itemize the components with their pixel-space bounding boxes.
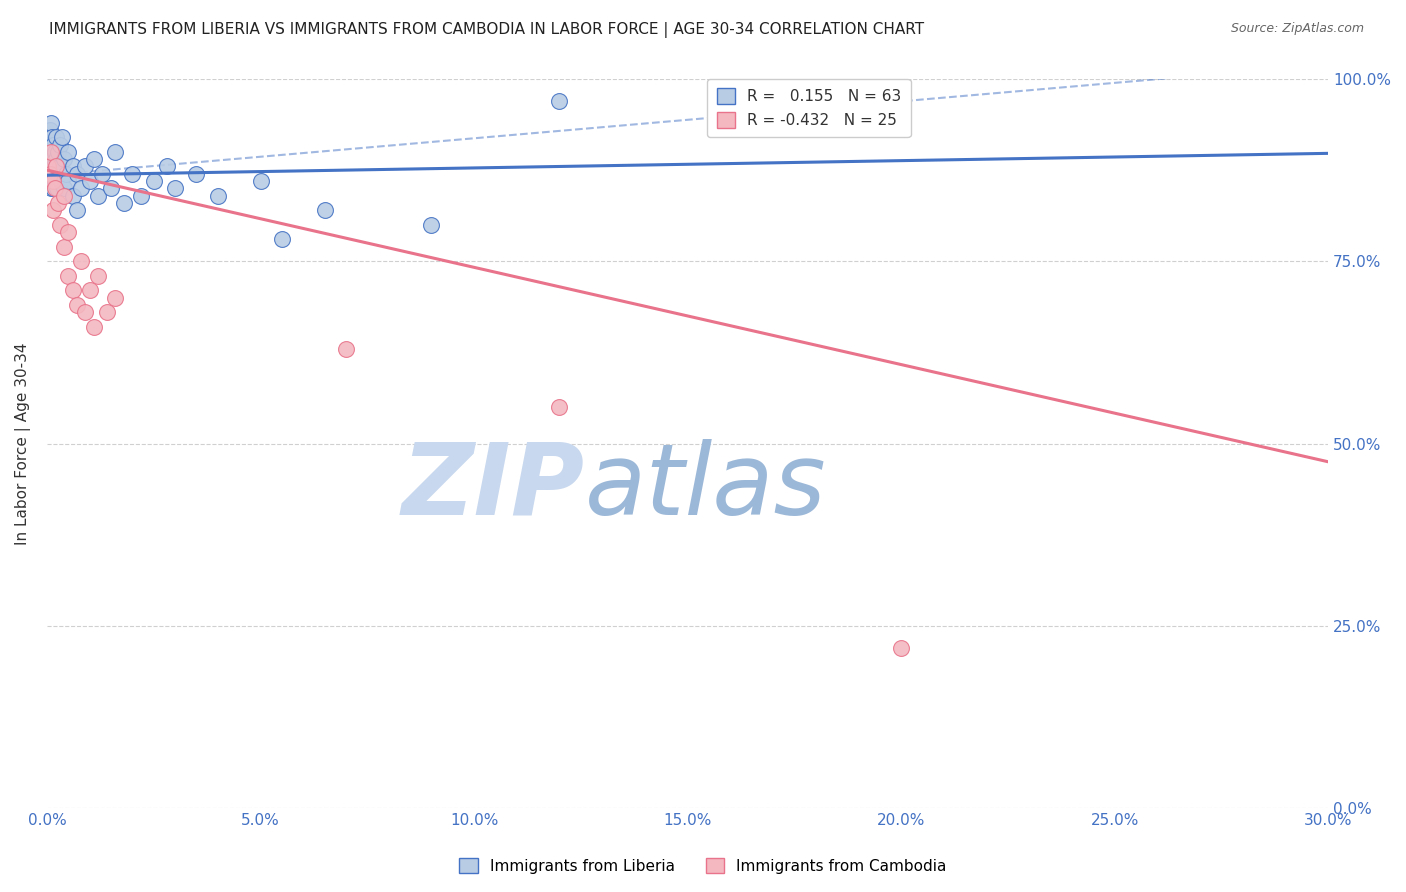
Point	[58, 225, 80, 239]
Text: atlas: atlas	[585, 439, 827, 536]
Point	[83, 152, 105, 166]
Point	[44, 130, 66, 145]
Point	[207, 188, 229, 202]
Point	[58, 174, 80, 188]
Point	[39, 116, 62, 130]
Point	[38, 137, 60, 152]
Point	[49, 218, 72, 232]
Point	[44, 152, 66, 166]
Point	[41, 130, 63, 145]
Point	[75, 160, 97, 174]
Point	[42, 203, 65, 218]
Point	[66, 167, 89, 181]
Point	[44, 181, 66, 195]
Point	[53, 240, 76, 254]
Point	[49, 160, 72, 174]
Point	[83, 319, 105, 334]
Point	[58, 145, 80, 159]
Point	[45, 181, 67, 195]
Point	[62, 188, 84, 202]
Point	[49, 174, 72, 188]
Point	[44, 145, 66, 159]
Point	[62, 284, 84, 298]
Point	[142, 174, 165, 188]
Point	[51, 130, 73, 145]
Point	[45, 160, 67, 174]
Point	[42, 137, 65, 152]
Point	[39, 160, 62, 174]
Point	[42, 152, 65, 166]
Point	[53, 152, 76, 166]
Point	[39, 152, 62, 166]
Point	[58, 268, 80, 283]
Point	[155, 160, 177, 174]
Point	[37, 160, 59, 174]
Point	[44, 174, 66, 188]
Point	[37, 160, 59, 174]
Point	[548, 94, 571, 108]
Point	[62, 160, 84, 174]
Point	[37, 130, 59, 145]
Point	[186, 167, 208, 181]
Point	[87, 268, 110, 283]
Point	[38, 167, 60, 181]
Point	[270, 232, 292, 246]
Point	[42, 160, 65, 174]
Point	[41, 174, 63, 188]
Point	[55, 167, 77, 181]
Point	[66, 298, 89, 312]
Point	[66, 203, 89, 218]
Point	[38, 145, 60, 159]
Point	[79, 174, 101, 188]
Point	[112, 195, 135, 210]
Point	[121, 167, 143, 181]
Point	[49, 137, 72, 152]
Legend: Immigrants from Liberia, Immigrants from Cambodia: Immigrants from Liberia, Immigrants from…	[453, 852, 953, 880]
Point	[104, 291, 127, 305]
Point	[38, 167, 60, 181]
Point	[38, 174, 60, 188]
Point	[53, 181, 76, 195]
Point	[75, 305, 97, 319]
Point	[41, 174, 63, 188]
Point	[100, 181, 122, 195]
Text: Source: ZipAtlas.com: Source: ZipAtlas.com	[1230, 22, 1364, 36]
Point	[96, 305, 118, 319]
Y-axis label: In Labor Force | Age 30-34: In Labor Force | Age 30-34	[15, 343, 31, 545]
Point	[314, 203, 336, 218]
Point	[79, 284, 101, 298]
Point	[249, 174, 271, 188]
Point	[46, 145, 69, 159]
Point	[420, 218, 443, 232]
Point	[87, 188, 110, 202]
Point	[104, 145, 127, 159]
Text: IMMIGRANTS FROM LIBERIA VS IMMIGRANTS FROM CAMBODIA IN LABOR FORCE | AGE 30-34 C: IMMIGRANTS FROM LIBERIA VS IMMIGRANTS FR…	[49, 22, 924, 38]
Point	[890, 640, 912, 655]
Legend: R =   0.155   N = 63, R = -0.432   N = 25: R = 0.155 N = 63, R = -0.432 N = 25	[707, 79, 911, 137]
Point	[70, 181, 93, 195]
Point	[46, 167, 69, 181]
Point	[335, 342, 357, 356]
Point	[129, 188, 152, 202]
Point	[42, 181, 65, 195]
Point	[44, 167, 66, 181]
Point	[70, 254, 93, 268]
Point	[39, 145, 62, 159]
Point	[39, 145, 62, 159]
Point	[44, 160, 66, 174]
Point	[53, 188, 76, 202]
Point	[39, 181, 62, 195]
Point	[39, 167, 62, 181]
Point	[165, 181, 187, 195]
Point	[39, 123, 62, 137]
Point	[91, 167, 114, 181]
Point	[46, 195, 69, 210]
Text: ZIP: ZIP	[402, 439, 585, 536]
Point	[41, 160, 63, 174]
Point	[548, 400, 571, 414]
